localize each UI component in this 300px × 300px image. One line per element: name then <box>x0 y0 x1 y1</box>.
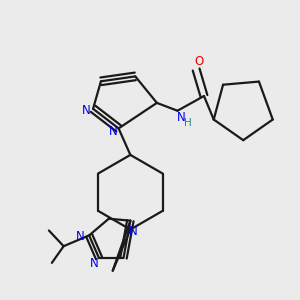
Text: O: O <box>194 55 204 68</box>
Text: N: N <box>177 111 186 124</box>
Text: H: H <box>184 118 192 128</box>
Text: N: N <box>76 230 85 243</box>
Text: N: N <box>90 257 98 270</box>
Text: N: N <box>82 104 91 117</box>
Text: N: N <box>129 225 138 238</box>
Text: N: N <box>109 125 118 138</box>
